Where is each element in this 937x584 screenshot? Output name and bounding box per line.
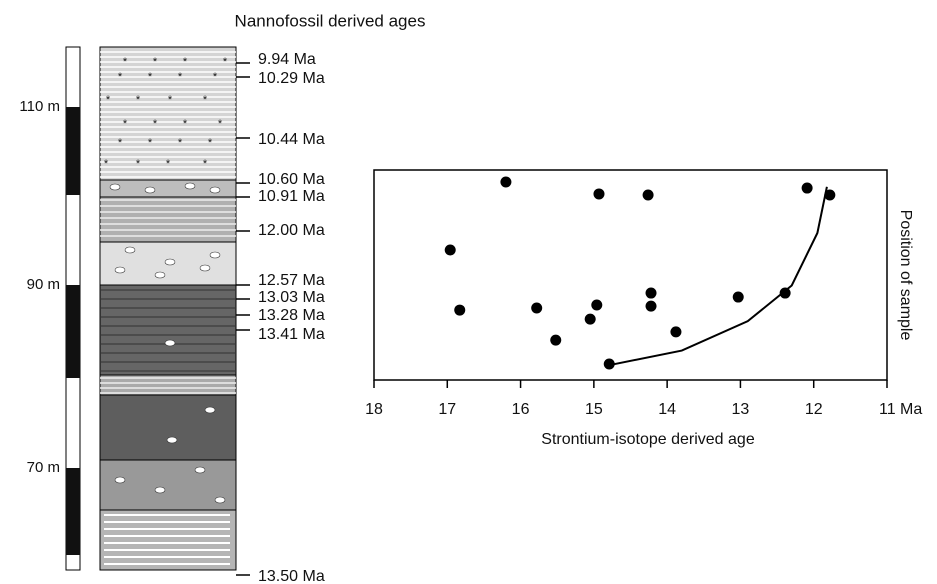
clast [124, 246, 136, 254]
fossil-symbol: * [183, 56, 188, 68]
sample-point [732, 291, 744, 303]
depth-label: 110 m [19, 98, 60, 115]
sample-point [670, 326, 682, 338]
layer [100, 197, 236, 242]
clast [164, 258, 176, 266]
plot-frame [373, 169, 888, 381]
age-label: 12.57 Ma [258, 272, 325, 289]
clast [154, 486, 166, 494]
fossil-symbol: * [153, 118, 158, 130]
clast [154, 271, 166, 279]
age-label: 10.60 Ma [258, 171, 325, 188]
sample-point [591, 299, 603, 311]
depth-bar-black [66, 468, 80, 555]
fossil-symbol: * [178, 71, 183, 83]
sample-point [593, 188, 605, 200]
layer [100, 180, 236, 197]
clast [166, 436, 178, 444]
sample-point [645, 300, 657, 312]
fossil-symbol: * [208, 137, 213, 149]
depth-label: 90 m [27, 276, 60, 293]
x-axis-label: Strontium-isotope derived age [541, 431, 755, 448]
x-tick-label: 13 [732, 401, 750, 418]
clast [114, 476, 126, 484]
layer [100, 285, 236, 375]
column-title: Nannofossil derived ages [235, 11, 426, 30]
layer [100, 375, 236, 395]
age-label: 13.41 Ma [258, 326, 325, 343]
sample-point [550, 334, 562, 346]
age-label: 13.50 Ma [258, 568, 325, 584]
clast [209, 251, 221, 259]
clast [114, 266, 126, 274]
clast [144, 186, 156, 194]
sample-point [444, 244, 456, 256]
age-label: 13.03 Ma [258, 289, 325, 306]
layer [100, 510, 236, 570]
clast [214, 496, 226, 504]
sample-point [801, 182, 813, 194]
sample-point [454, 304, 466, 316]
sample-point [642, 189, 654, 201]
clast [204, 406, 216, 414]
fossil-symbol: * [183, 118, 188, 130]
fossil-symbol: * [104, 158, 109, 170]
x-tick-label: 17 [438, 401, 456, 418]
y-axis-label: Position of sample [897, 210, 914, 341]
fossil-symbol: * [213, 71, 218, 83]
x-tick-label: 15 [585, 401, 603, 418]
fossil-symbol: * [168, 94, 173, 106]
fossil-symbol: * [218, 118, 223, 130]
depth-bar-black [66, 107, 80, 195]
sample-point [531, 302, 543, 314]
x-tick-label: 16 [512, 401, 530, 418]
layer [100, 47, 236, 180]
fossil-symbol: * [106, 94, 111, 106]
fossil-symbol: * [203, 94, 208, 106]
fossil-symbol: * [123, 56, 128, 68]
trend-curve [608, 186, 828, 367]
x-tick-label: 11 Ma [879, 401, 922, 418]
stratigraphic-column: * * * ** * * ** * * ** * * ** * * ** * * * [65, 46, 237, 571]
age-label: 10.44 Ma [258, 131, 325, 148]
age-label: 10.91 Ma [258, 188, 325, 205]
sample-point [645, 287, 657, 299]
sample-point [500, 176, 512, 188]
depth-bar-black [66, 285, 80, 378]
clast [109, 183, 121, 191]
fossil-symbol: * [136, 158, 141, 170]
layer [100, 395, 236, 460]
fossil-symbol: * [148, 137, 153, 149]
fossil-symbol: * [223, 56, 228, 68]
x-tick-label: 12 [805, 401, 823, 418]
fossil-symbol: * [148, 71, 153, 83]
fossil-symbol: * [203, 158, 208, 170]
clast [164, 339, 176, 347]
age-label: 10.29 Ma [258, 70, 325, 87]
age-label: 13.28 Ma [258, 307, 325, 324]
sample-point [584, 313, 596, 325]
sample-point [603, 358, 615, 370]
sample-point [779, 287, 791, 299]
x-tick-label: 18 [365, 401, 383, 418]
fossil-symbol: * [123, 118, 128, 130]
depth-label: 70 m [27, 459, 60, 476]
fossil-symbol: * [136, 94, 141, 106]
fossil-symbol: * [118, 71, 123, 83]
layer [100, 460, 236, 510]
sample-point [824, 189, 836, 201]
x-tick-label: 14 [658, 401, 676, 418]
age-label: 12.00 Ma [258, 222, 325, 239]
clast [194, 466, 206, 474]
fossil-symbol: * [166, 158, 171, 170]
clast [199, 264, 211, 272]
clast [209, 186, 221, 194]
fossil-symbol: * [178, 137, 183, 149]
fossil-symbol: * [153, 56, 158, 68]
clast [184, 182, 196, 190]
age-label: 9.94 Ma [258, 51, 316, 68]
fossil-symbol: * [118, 137, 123, 149]
